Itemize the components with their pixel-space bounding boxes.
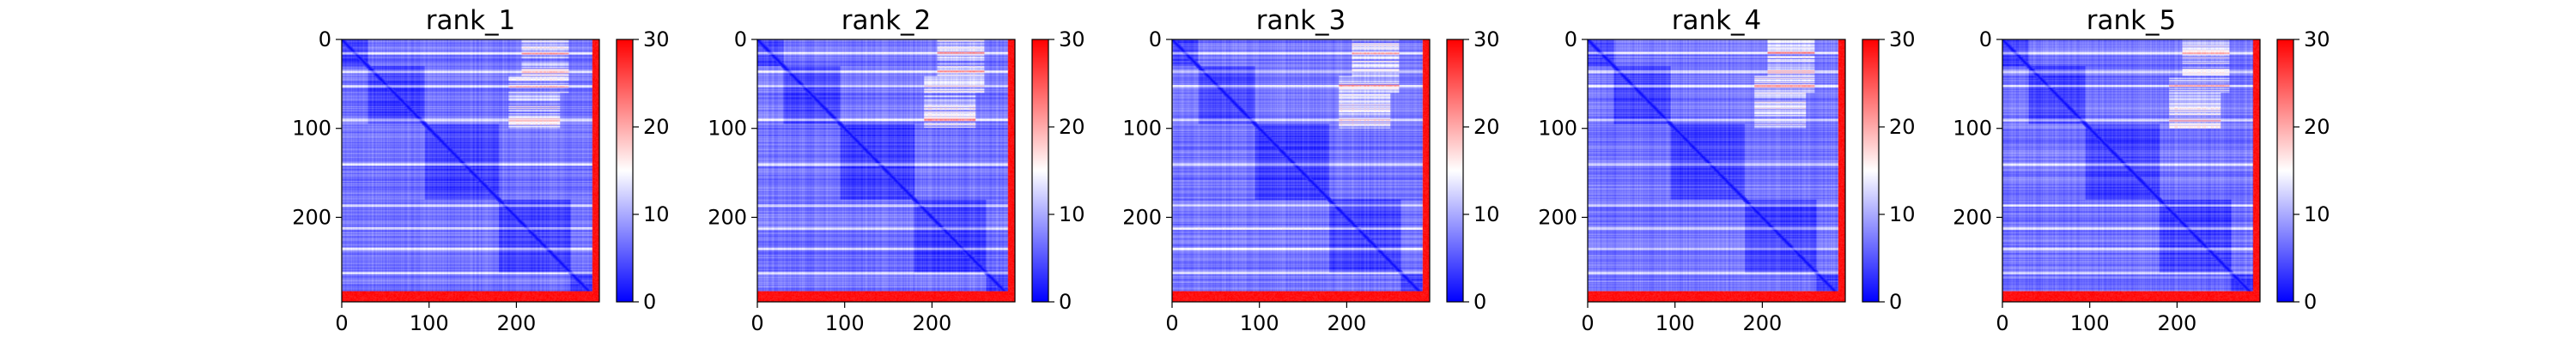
colorbar-tick-label: 0	[1059, 290, 1072, 314]
y-tick-label: 100	[708, 117, 747, 141]
heatmap-panel-3: rank_3 0 100 200 0 100 200 0 10 20 30	[1122, 5, 1499, 335]
plot-frame	[1171, 39, 1431, 303]
x-tick-label: 0	[335, 311, 348, 335]
colorbar	[616, 39, 634, 303]
plot-frame	[1587, 39, 1846, 303]
plot-frame	[2002, 39, 2261, 303]
colorbar	[1446, 39, 1464, 303]
y-tick-label: 100	[1122, 117, 1162, 141]
x-tick-label: 100	[2070, 311, 2110, 335]
heatmap-panel-2: rank_2 0 100 200 0 100 200 0 10 20 30	[708, 5, 1084, 335]
colorbar-tick-label: 30	[2304, 27, 2330, 51]
panel-title: rank_1	[426, 5, 516, 36]
x-tick-label: 100	[410, 311, 449, 335]
y-tick-label: 100	[1953, 117, 1992, 141]
colorbar-tick-label: 10	[1889, 202, 1916, 226]
panel-title: rank_5	[2087, 5, 2177, 36]
colorbar-tick-label: 20	[643, 115, 670, 139]
heatmap-canvas	[2002, 39, 2260, 302]
y-tick-label: 200	[1953, 205, 1992, 229]
heatmap-panel-1: rank_1 0 100 200 0 100 200 0 10 20 30	[292, 5, 669, 335]
colorbar-tick-label: 20	[1889, 115, 1916, 139]
x-tick-label: 200	[912, 311, 951, 335]
heatmap-panel-4: rank_4 0 100 200 0 100 200 0 10 20 30	[1538, 5, 1915, 335]
colorbar-tick-label: 10	[1473, 202, 1500, 226]
x-tick-label: 0	[750, 311, 763, 335]
y-tick-label: 0	[1564, 27, 1577, 51]
plot-frame	[756, 39, 1016, 303]
y-tick-label: 0	[1979, 27, 1992, 51]
colorbar	[1862, 39, 1880, 303]
x-tick-label: 200	[2157, 311, 2196, 335]
x-tick-label: 100	[1656, 311, 1695, 335]
panel-title: rank_4	[1672, 5, 1762, 36]
heatmap-canvas	[342, 39, 599, 302]
heatmap-canvas	[1588, 39, 1845, 302]
x-tick-label: 200	[1742, 311, 1782, 335]
colorbar-tick-label: 0	[1889, 290, 1902, 314]
colorbar-tick-label: 30	[1473, 27, 1500, 51]
x-tick-label: 100	[825, 311, 865, 335]
colorbar-tick-label: 20	[1059, 115, 1085, 139]
x-tick-label: 0	[1581, 311, 1594, 335]
colorbar-tick-label: 10	[2304, 202, 2330, 226]
heatmap-image	[1588, 39, 1845, 302]
y-tick-label: 200	[292, 205, 331, 229]
colorbar-tick-label: 10	[1059, 202, 1085, 226]
y-tick-label: 200	[708, 205, 747, 229]
colorbar-tick-label: 30	[1059, 27, 1085, 51]
heatmap-image	[1172, 39, 1430, 302]
y-tick-label: 200	[1538, 205, 1577, 229]
y-tick-label: 0	[1149, 27, 1162, 51]
x-tick-label: 100	[1240, 311, 1279, 335]
colorbar-tick-label: 10	[643, 202, 670, 226]
colorbar-tick-label: 0	[643, 290, 656, 314]
panel-title: rank_2	[841, 5, 932, 36]
y-tick-label: 100	[1538, 117, 1577, 141]
colorbar-tick-label: 20	[1473, 115, 1500, 139]
heatmap-canvas	[1172, 39, 1430, 302]
colorbar-tick-label: 30	[643, 27, 670, 51]
x-tick-label: 0	[1996, 311, 2008, 335]
colorbar-tick-label: 30	[1889, 27, 1916, 51]
heatmap-image	[757, 39, 1015, 302]
heatmap-image	[342, 39, 599, 302]
x-tick-label: 0	[1165, 311, 1178, 335]
heatmap-canvas	[757, 39, 1015, 302]
x-tick-label: 200	[496, 311, 536, 335]
y-tick-label: 100	[292, 117, 331, 141]
plot-frame	[341, 39, 600, 303]
y-tick-label: 0	[734, 27, 747, 51]
colorbar-tick-label: 0	[1473, 290, 1486, 314]
panel-title: rank_3	[1256, 5, 1346, 36]
y-tick-label: 200	[1122, 205, 1162, 229]
colorbar-tick-label: 20	[2304, 115, 2330, 139]
colorbar	[1031, 39, 1049, 303]
colorbar	[2276, 39, 2294, 303]
x-tick-label: 200	[1327, 311, 1366, 335]
colorbar-tick-label: 0	[2304, 290, 2317, 314]
heatmap-image	[2002, 39, 2260, 302]
heatmap-panel-5: rank_5 0 100 200 0 100 200 0 10 20 30	[1953, 5, 2330, 335]
y-tick-label: 0	[319, 27, 331, 51]
